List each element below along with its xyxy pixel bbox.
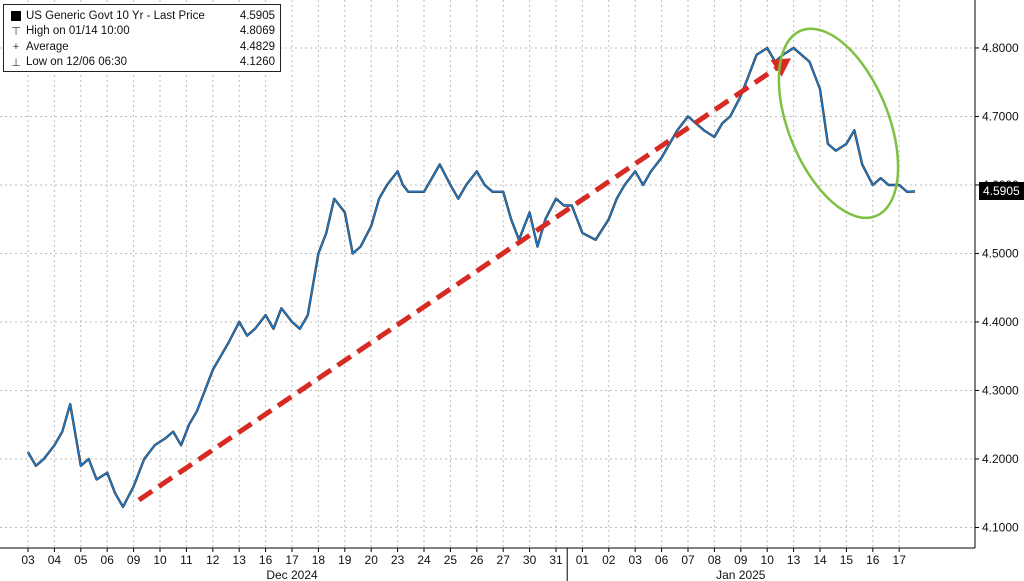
x-tick-label: 13 <box>233 553 247 567</box>
x-tick-label: 03 <box>629 553 643 567</box>
x-tick-label: 08 <box>708 553 722 567</box>
y-tick-label: 4.5000 <box>982 246 1019 260</box>
vertical-gridlines <box>27 0 900 548</box>
x-tick-label: 31 <box>549 553 563 567</box>
average-marker-icon: + <box>12 40 20 53</box>
legend-low-label: Low on 12/06 06:30 <box>26 56 128 69</box>
x-tick-label: 10 <box>761 553 775 567</box>
x-axis: 03 04 05 06 09 10 11 12 13 16 17 18 19 20 23 24 25 26 27 30… <box>0 547 975 581</box>
legend-title: US Generic Govt 10 Yr - Last Price <box>26 9 205 22</box>
x-tick-label: 23 <box>391 553 405 567</box>
legend-high-label: High on 01/14 10:00 <box>26 25 130 38</box>
legend-low-row: ⊥ Low on 12/06 06:30 4.1260 <box>9 55 275 71</box>
x-tick-label: 10 <box>153 553 167 567</box>
x-tick-label: 17 <box>285 553 299 567</box>
legend-average-row: + Average 4.4829 <box>9 39 275 55</box>
x-month-label: Dec 2024 <box>266 568 318 581</box>
y-tick-label: 4.1000 <box>982 520 1019 534</box>
price-series <box>26 46 916 509</box>
legend-average-value: 4.4829 <box>239 40 275 53</box>
legend-title-row: US Generic Govt 10 Yr - Last Price 4.590… <box>9 8 275 24</box>
x-tick-label: 19 <box>338 553 352 567</box>
legend-box: US Generic Govt 10 Yr - Last Price 4.590… <box>3 4 281 72</box>
x-tick-label: 16 <box>866 553 880 567</box>
x-tick-label: 04 <box>48 553 62 567</box>
legend-high-value: 4.8069 <box>239 25 275 38</box>
x-tick-label: 11 <box>180 553 193 567</box>
low-marker-icon: ⊥ <box>11 56 21 69</box>
highlight-ellipse <box>777 27 900 220</box>
x-tick-label: 27 <box>497 553 511 567</box>
x-tick-label: 01 <box>576 553 590 567</box>
x-tick-label: 14 <box>813 553 827 567</box>
x-tick-label: 26 <box>470 553 484 567</box>
x-tick-label: 07 <box>681 553 695 567</box>
x-tick-label: 03 <box>21 553 35 567</box>
last-price-tag: 4.5905 <box>979 182 1024 201</box>
x-tick-label: 18 <box>312 553 326 567</box>
y-tick-label: 4.7000 <box>982 109 1019 123</box>
x-tick-label: 25 <box>444 553 458 567</box>
y-tick-label: 4.2000 <box>982 452 1019 466</box>
x-tick-label: 20 <box>365 553 379 567</box>
y-tick-label: 4.8000 <box>982 41 1019 55</box>
series-square-icon <box>11 10 21 21</box>
annotations <box>137 27 900 503</box>
price-line <box>27 47 916 508</box>
x-tick-label: 15 <box>840 553 854 567</box>
trend-arrow-line <box>137 66 778 503</box>
legend-average-label: Average <box>26 40 69 53</box>
y-axis: 4.10004.20004.30004.40004.50004.60004.70… <box>974 0 1019 548</box>
y-tick-label: 4.3000 <box>982 383 1019 397</box>
legend-low-value: 4.1260 <box>239 56 275 69</box>
x-tick-label: 02 <box>602 553 616 567</box>
x-tick-label: 17 <box>893 553 907 567</box>
x-tick-label: 05 <box>74 553 88 567</box>
legend-high-row: ⊤ High on 01/14 10:00 4.8069 <box>9 24 275 40</box>
x-tick-label: 12 <box>206 553 220 567</box>
x-tick-label: 13 <box>787 553 801 567</box>
x-month-label: Jan 2025 <box>716 568 766 581</box>
x-tick-label: 30 <box>523 553 537 567</box>
x-tick-label: 06 <box>101 553 115 567</box>
x-tick-label: 09 <box>734 553 748 567</box>
high-marker-icon: ⊤ <box>11 25 21 38</box>
x-tick-label: 16 <box>259 553 273 567</box>
x-tick-label: 09 <box>127 553 141 567</box>
x-tick-label: 06 <box>655 553 669 567</box>
y-tick-label: 4.4000 <box>982 315 1019 329</box>
x-tick-label: 24 <box>417 553 431 567</box>
legend-last-price: 4.5905 <box>239 9 275 22</box>
